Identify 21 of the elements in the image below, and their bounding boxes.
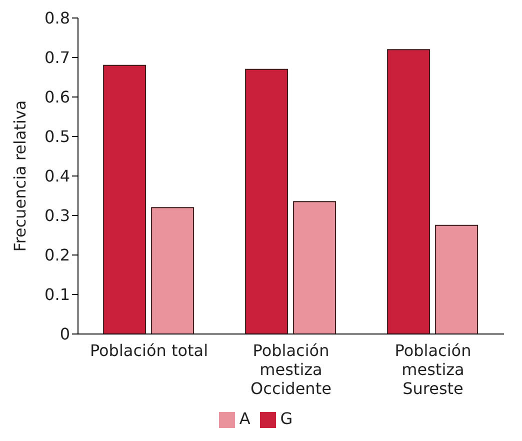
y-tick-label: 0.1 [44,285,70,304]
bar [293,201,336,334]
legend-label: G [280,409,293,428]
y-tick-label: 0.7 [44,48,70,68]
y-tick-label: 0.3 [44,206,70,226]
bar [387,49,430,334]
y-tick-label: 0.4 [44,166,70,186]
bar [435,224,478,334]
x-tick-label: Población mestiza Sureste [394,341,472,398]
y-tick-label: 0.6 [44,88,70,107]
y-tick-label: 0.2 [44,246,70,265]
bar [245,68,288,334]
bar [151,207,194,334]
y-tick-label: 0.8 [44,8,70,28]
x-tick-label: Población total [90,341,208,360]
x-tick-label: Población mestiza Occidente [250,341,332,398]
bar [103,64,146,334]
y-axis-title: Frecuencia relativa [10,100,30,252]
legend-label: A [239,409,250,428]
y-tick-label: 0 [60,324,70,344]
y-tick-label: 0.5 [44,127,70,146]
